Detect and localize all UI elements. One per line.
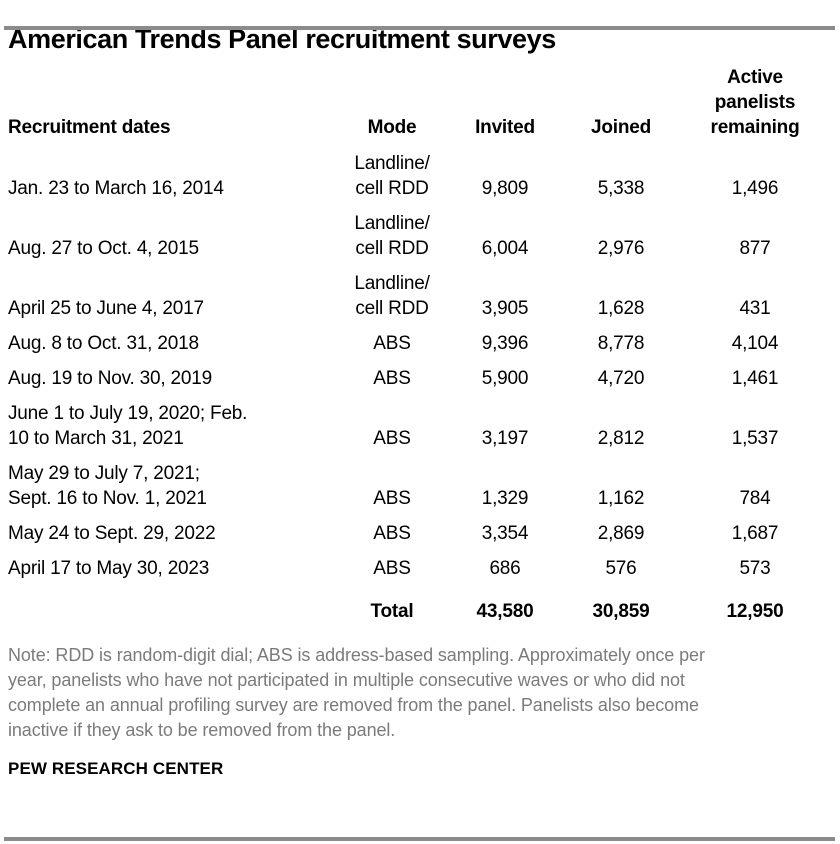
active-cell: 877 — [739, 238, 771, 259]
invited-cell: 9,396 — [481, 333, 529, 354]
date-cell: June 1 to July 19, 2020; Feb. 10 to Marc… — [8, 403, 248, 449]
invited-cell: 9,809 — [481, 178, 529, 199]
total-label: Total — [370, 601, 414, 622]
joined-cell: 5,338 — [597, 178, 645, 199]
active-cell: 1,687 — [731, 523, 779, 544]
joined-cell: 2,976 — [597, 238, 645, 259]
date-cell: Aug. 19 to Nov. 30, 2019 — [8, 368, 212, 389]
total-row: Total 43,580 30,859 12,950 — [8, 586, 834, 629]
date-cell: May 29 to July 7, 2021; Sept. 16 to Nov.… — [8, 463, 207, 509]
invited-cell: 3,197 — [481, 428, 529, 449]
top-rule — [4, 26, 835, 30]
invited-cell: 1,329 — [481, 488, 529, 509]
mode-cell: ABS — [373, 488, 411, 509]
total-invited: 43,580 — [476, 601, 534, 622]
active-cell: 573 — [739, 558, 771, 579]
col-header-mode: Mode — [367, 117, 417, 138]
active-cell: 1,537 — [731, 428, 779, 449]
mode-cell: Landline/ cell RDD — [354, 213, 430, 259]
header-row: Recruitment dates Mode Invited Joined Ac… — [8, 55, 834, 146]
mode-cell: ABS — [373, 333, 411, 354]
col-header-joined: Joined — [590, 117, 652, 138]
active-cell: 1,461 — [731, 368, 779, 389]
date-cell: Aug. 8 to Oct. 31, 2018 — [8, 333, 199, 354]
joined-cell: 8,778 — [597, 333, 645, 354]
invited-cell: 3,905 — [481, 298, 529, 319]
bottom-rule — [4, 837, 835, 841]
source-label: PEW RESEARCH CENTER — [8, 759, 224, 778]
mode-cell: ABS — [373, 428, 411, 449]
table-row: Jan. 23 to March 16, 2014 Landline/ cell… — [8, 146, 834, 206]
joined-cell: 1,628 — [597, 298, 645, 319]
table-row: June 1 to July 19, 2020; Feb. 10 to Marc… — [8, 396, 834, 456]
date-cell: Aug. 27 to Oct. 4, 2015 — [8, 238, 199, 259]
table-row: Aug. 27 to Oct. 4, 2015 Landline/ cell R… — [8, 206, 834, 266]
total-empty-cell — [8, 586, 340, 629]
total-active: 12,950 — [726, 601, 784, 622]
invited-cell: 5,900 — [481, 368, 529, 389]
date-cell: May 24 to Sept. 29, 2022 — [8, 523, 216, 544]
date-cell: Jan. 23 to March 16, 2014 — [8, 178, 224, 199]
invited-cell: 6,004 — [481, 238, 529, 259]
joined-cell: 2,812 — [597, 428, 645, 449]
table-row: May 29 to July 7, 2021; Sept. 16 to Nov.… — [8, 456, 834, 516]
joined-cell: 1,162 — [597, 488, 645, 509]
invited-cell: 686 — [489, 558, 521, 579]
mode-cell: Landline/ cell RDD — [354, 273, 430, 319]
active-cell: 784 — [739, 488, 771, 509]
joined-cell: 4,720 — [597, 368, 645, 389]
table-row: May 24 to Sept. 29, 2022 ABS 3,354 2,869… — [8, 516, 834, 551]
col-header-recruitment-dates: Recruitment dates — [8, 117, 171, 138]
total-joined: 30,859 — [592, 601, 650, 622]
table-row: April 17 to May 30, 2023 ABS 686 576 573 — [8, 551, 834, 586]
active-cell: 1,496 — [731, 178, 779, 199]
date-cell: April 17 to May 30, 2023 — [8, 558, 210, 579]
col-header-active-panelists-remaining: Active panelists remaining — [710, 67, 800, 138]
active-cell: 4,104 — [731, 333, 779, 354]
date-cell: April 25 to June 4, 2017 — [8, 298, 204, 319]
mode-cell: ABS — [373, 523, 411, 544]
invited-cell: 3,354 — [481, 523, 529, 544]
joined-cell: 576 — [605, 558, 637, 579]
table-body: Jan. 23 to March 16, 2014 Landline/ cell… — [8, 146, 834, 629]
col-header-invited: Invited — [475, 117, 535, 138]
recruitment-table: Recruitment dates Mode Invited Joined Ac… — [8, 55, 834, 629]
figure-container: American Trends Panel recruitment survey… — [0, 24, 840, 779]
table-row: Aug. 8 to Oct. 31, 2018 ABS 9,396 8,778 … — [8, 326, 834, 361]
note-text: Note: RDD is random-digit dial; ABS is a… — [8, 645, 705, 740]
table-header: Recruitment dates Mode Invited Joined Ac… — [8, 55, 834, 146]
table-row: Aug. 19 to Nov. 30, 2019 ABS 5,900 4,720… — [8, 361, 834, 396]
table-row: April 25 to June 4, 2017 Landline/ cell … — [8, 266, 834, 326]
active-cell: 431 — [739, 298, 771, 319]
joined-cell: 2,869 — [597, 523, 645, 544]
mode-cell: ABS — [373, 558, 411, 579]
mode-cell: Landline/ cell RDD — [354, 153, 430, 199]
mode-cell: ABS — [373, 368, 411, 389]
